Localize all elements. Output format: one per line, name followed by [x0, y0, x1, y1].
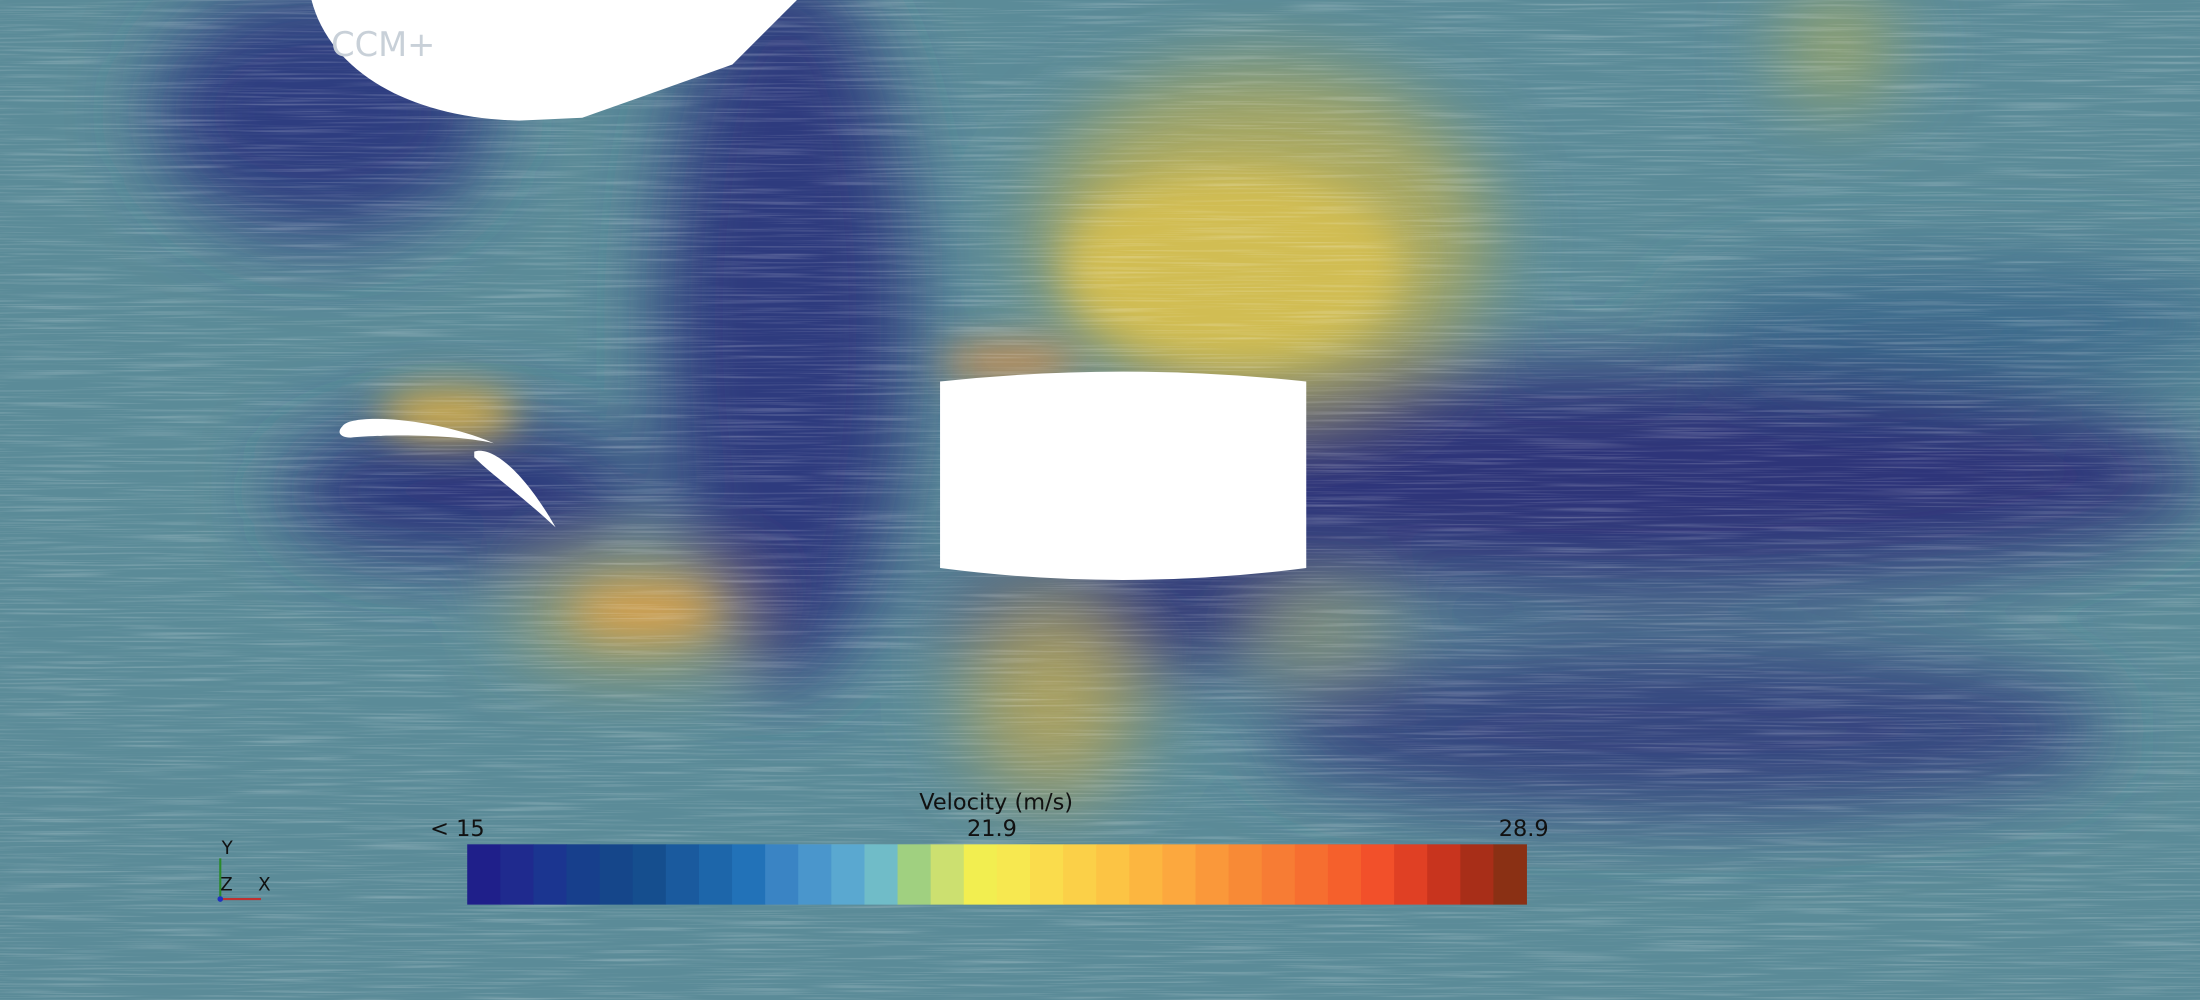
colorbar-band [765, 844, 799, 905]
colorbar-band [1162, 844, 1196, 905]
colorbar-band [1361, 844, 1395, 905]
colorbar-band [1228, 844, 1263, 905]
colorbar-band [1029, 844, 1064, 905]
axis-label: Z [220, 875, 232, 896]
body-upper [311, 0, 797, 121]
colorbar-band [533, 844, 567, 905]
colorbar-band [1460, 844, 1494, 905]
colorbar-band [963, 844, 998, 905]
colorbar-band [996, 844, 1031, 905]
colorbar-title: Velocity (m/s) [919, 789, 1073, 815]
colorbar-band [732, 844, 766, 905]
colorbar-band [1294, 844, 1329, 905]
colorbar-label: 28.9 [1499, 816, 1549, 842]
colorbar-band [698, 844, 733, 905]
colorbar-band [566, 844, 601, 905]
z-axis [217, 896, 224, 902]
colorbar-label: < 15 [430, 816, 484, 842]
colorbar-band [599, 844, 634, 905]
watermark: CCM+ [331, 25, 435, 64]
colorbar-band [1129, 844, 1163, 905]
colorbar-band [1096, 844, 1130, 905]
colorbar-band [897, 844, 932, 905]
colorbar-band [1261, 844, 1296, 905]
colorbar: Velocity (m/s) < 15 21.9 28.9 [430, 789, 1549, 905]
axis-triad: Y Z X [217, 838, 271, 902]
colorbar-band [1195, 844, 1230, 905]
colorbar-band [665, 844, 700, 905]
geometry [311, 0, 1307, 580]
colorbar-band [1394, 844, 1428, 905]
colorbar-band [632, 844, 667, 905]
colorbar-band [500, 844, 534, 905]
colorbar-band [1427, 844, 1461, 905]
axis-label: X [258, 875, 270, 896]
colorbar-band [831, 844, 865, 905]
colorbar-band [930, 844, 965, 905]
cylinder [940, 371, 1307, 580]
colorbar-band [467, 844, 501, 905]
colorbar-band [1063, 844, 1097, 905]
colorbar-band [1327, 844, 1362, 905]
airfoil-main [339, 418, 494, 444]
colorbar-band [1493, 844, 1527, 905]
colorbar-band [864, 844, 898, 905]
airfoil-flap [474, 450, 556, 528]
colorbar-band [798, 844, 832, 905]
colorbar-label: 21.9 [967, 816, 1017, 842]
axis-label: Y [221, 838, 234, 859]
